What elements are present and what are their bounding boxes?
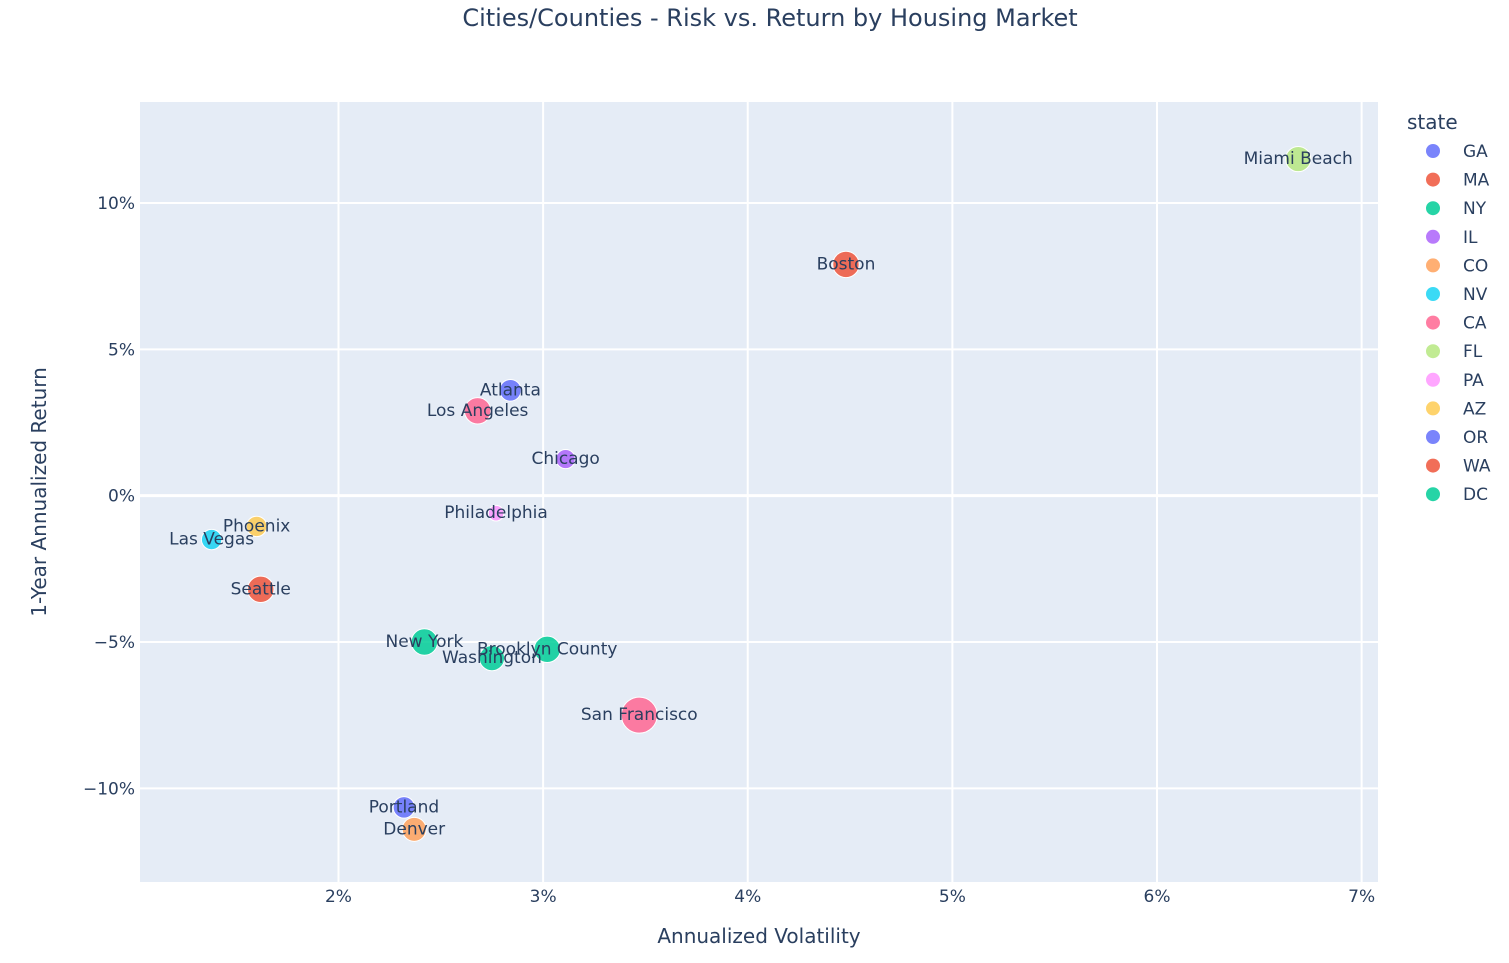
grid [140, 102, 1378, 882]
x-tick-label: 6% [1144, 887, 1171, 907]
data-label: Los Angeles [427, 401, 529, 421]
data-label: Denver [383, 819, 445, 839]
legend-item: CO [1463, 256, 1488, 276]
data-point [1285, 145, 1312, 173]
legend-item: OR [1463, 428, 1488, 448]
data-label: Seattle [231, 579, 291, 599]
data-point [245, 515, 268, 538]
legend: state GA MA NY IL CO NV CA FL PA AZ OR WA DC [1407, 110, 1491, 505]
legend-marker [1426, 344, 1440, 359]
data-label: Boston [817, 254, 876, 274]
markers [200, 145, 1312, 842]
legend-item: DC [1463, 485, 1488, 505]
legend-item: GA [1463, 142, 1488, 162]
x-tick-label: 4% [734, 887, 761, 907]
legend-title: state [1407, 110, 1458, 134]
data-point [832, 250, 860, 279]
data-label: Las Vegas [169, 530, 254, 550]
data-label: Portland [369, 797, 439, 817]
data-label: San Francisco [581, 705, 698, 725]
y-tick-label: −10% [83, 779, 135, 799]
legend-marker [1426, 458, 1440, 473]
chart-title: Cities/Counties - Risk vs. Return by Hou… [462, 4, 1077, 32]
y-tick-label: 0% [108, 487, 135, 507]
legend-marker [1426, 144, 1440, 158]
data-label: Miami Beach [1244, 149, 1353, 169]
legend-item: IL [1463, 228, 1478, 248]
legend-marker [1426, 487, 1440, 502]
data-label: Phoenix [223, 516, 290, 536]
axis-ticks: 2% 3% 4% 5% 6% 7% 10% 5% 0% −5% −10% [83, 194, 1375, 907]
legend-marker [1426, 287, 1440, 301]
y-tick-label: 5% [108, 340, 135, 360]
data-label: Brooklyn County [477, 639, 617, 659]
y-tick-label: 10% [97, 194, 135, 214]
legend-item: MA [1463, 171, 1490, 191]
legend-marker [1426, 372, 1440, 387]
data-label: Washington [442, 648, 542, 668]
data-point [200, 528, 223, 551]
data-point [392, 796, 416, 819]
legend-item: PA [1463, 371, 1484, 391]
legend-item: NY [1463, 199, 1487, 219]
legend-marker [1426, 258, 1440, 273]
legend-item: AZ [1463, 399, 1486, 419]
legend-item: CA [1463, 314, 1487, 334]
data-point [555, 448, 576, 470]
data-label: Chicago [531, 449, 599, 469]
legend-marker [1426, 229, 1440, 244]
data-point [247, 575, 275, 604]
data-point [499, 378, 522, 402]
plot-background [140, 102, 1378, 882]
data-point [463, 397, 492, 425]
data-point [478, 644, 506, 672]
y-axis-title: 1-Year Annualized Return [27, 367, 51, 617]
legend-marker [1426, 172, 1440, 187]
data-point [487, 504, 505, 522]
x-tick-label: 5% [939, 887, 966, 907]
x-tick-label: 3% [530, 887, 557, 907]
x-axis-title: Annualized Volatility [657, 924, 860, 948]
legend-item: WA [1463, 457, 1491, 477]
data-point [620, 696, 658, 734]
legend-item: FL [1463, 342, 1483, 362]
legend-marker [1426, 201, 1440, 216]
data-point [533, 635, 561, 664]
legend-marker [1426, 315, 1440, 330]
x-tick-label: 2% [325, 887, 352, 907]
data-point [401, 816, 427, 842]
data-label: Philadelphia [444, 503, 548, 523]
legend-marker [1426, 430, 1440, 444]
legend-item: NV [1463, 285, 1488, 305]
data-label: Atlanta [480, 380, 541, 400]
x-tick-label: 7% [1348, 887, 1375, 907]
legend-marker [1426, 401, 1440, 416]
y-tick-label: −5% [94, 633, 135, 653]
data-point [410, 628, 439, 656]
data-label: New York [386, 632, 464, 652]
